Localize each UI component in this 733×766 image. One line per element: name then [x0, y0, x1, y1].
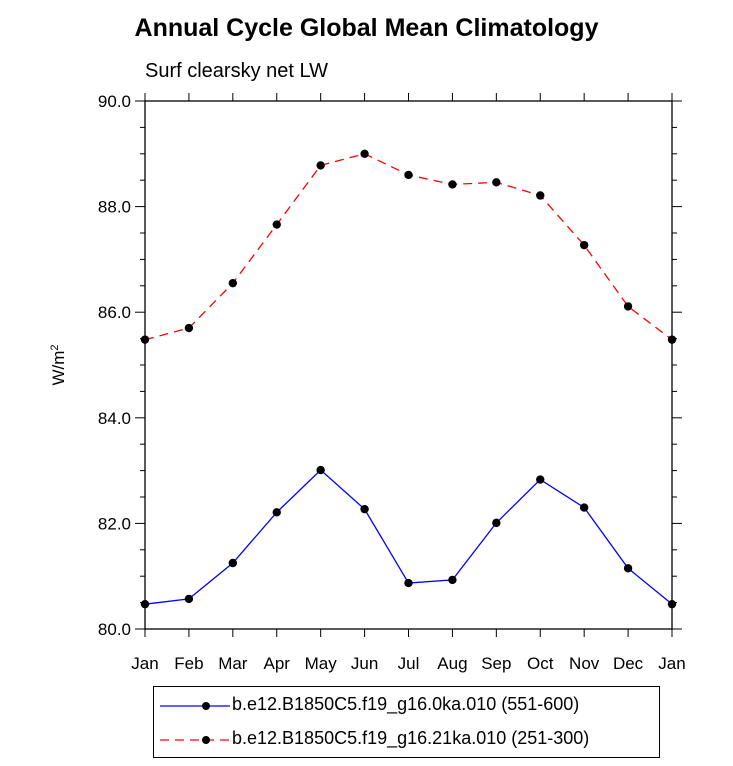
x-tick-label: May [305, 654, 338, 673]
y-tick-label: 90.0 [98, 92, 131, 111]
series-1-point [492, 518, 501, 528]
legend: b.e12.B1850C5.f19_g16.0ka.010 (551-600) … [153, 686, 660, 758]
series-2-point [228, 278, 238, 288]
y-tick-label: 84.0 [98, 409, 131, 428]
series-1-point [316, 465, 325, 475]
x-tick-label: Apr [264, 654, 291, 673]
x-tick-label: Jan [658, 654, 685, 673]
x-tick-label: Jul [398, 654, 420, 673]
y-axis: 80.0 82.0 84.0 86.0 88.0 90.0 [98, 92, 682, 639]
x-axis: Jan Feb Mar Apr May Jun Jul Aug Sep Oct Nov Dec Jan [131, 93, 686, 673]
svg-text:W/m2: W/m2 [49, 344, 68, 385]
legend-label-series-1: b.e12.B1850C5.f19_g16.0ka.010 (551-600) [232, 694, 580, 714]
series-2-point [360, 149, 369, 158]
x-tick-label: Mar [218, 654, 248, 673]
y-tick-label: 86.0 [98, 303, 131, 322]
series-2-point [448, 180, 457, 189]
legend-line-dashed-icon [160, 736, 230, 744]
y-tick-label: 82.0 [98, 514, 131, 533]
series-2-point [404, 170, 413, 180]
series-1-point [623, 564, 633, 573]
x-tick-label: Dec [613, 654, 644, 673]
series-2-point [623, 302, 633, 311]
series-2-point [536, 191, 545, 200]
series-1-point [140, 599, 150, 609]
legend-item-series-1: b.e12.B1850C5.f19_g16.0ka.010 (551-600) [154, 691, 659, 721]
y-axis-label: W/m2 [49, 344, 68, 385]
series-1-point [536, 475, 545, 484]
series-2-point [316, 161, 325, 170]
chart-title: Annual Cycle Global Mean Climatology [134, 14, 599, 42]
series-1-point [404, 578, 413, 588]
plot-border [144, 100, 673, 630]
series-2-point [272, 220, 281, 229]
series-2-line [144, 153, 673, 341]
x-tick-label: Nov [569, 654, 600, 673]
series-layer [140, 149, 677, 609]
y-tick-label: 88.0 [98, 198, 131, 217]
series-1-point [360, 504, 369, 514]
x-tick-label: Oct [527, 654, 554, 673]
x-tick-label: Sep [481, 654, 511, 673]
x-tick-label: Jun [351, 654, 378, 673]
series-1-point [448, 575, 457, 585]
x-tick-label: Jan [131, 654, 158, 673]
series-2-point [579, 240, 589, 250]
y-tick-label: 80.0 [98, 620, 131, 639]
series-1-point [579, 503, 589, 512]
chart-subtitle: Surf clearsky net LW [145, 60, 329, 82]
legend-line-solid-icon [160, 702, 230, 710]
series-2-point [492, 178, 501, 187]
legend-item-series-2: b.e12.B1850C5.f19_g16.21ka.010 (251-300) [154, 725, 659, 755]
series-1-point [228, 558, 238, 568]
x-tick-label: Aug [437, 654, 467, 673]
series-1-point [667, 599, 677, 609]
series-1-point [184, 594, 194, 604]
series-2-point [140, 335, 150, 344]
series-2-point [184, 323, 194, 333]
x-tick-label: Feb [174, 654, 203, 673]
series-1-point [272, 508, 281, 517]
plot-frame [144, 100, 673, 630]
series-2-point [667, 335, 677, 344]
legend-label-series-2: b.e12.B1850C5.f19_g16.21ka.010 (251-300) [232, 728, 590, 748]
